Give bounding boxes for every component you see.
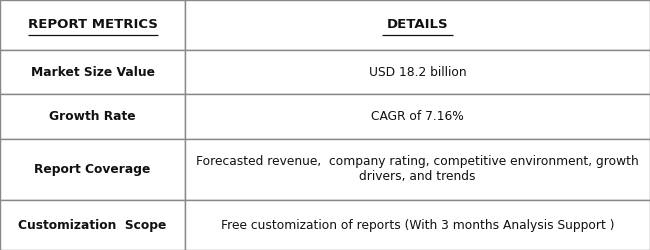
Text: Customization  Scope: Customization Scope	[18, 218, 167, 232]
Bar	[0, 139, 185, 200]
Text: Free customization of reports (With 3 months Analysis Support ): Free customization of reports (With 3 mo…	[221, 218, 614, 232]
Bar	[0, 200, 185, 250]
Bar	[0, 50, 185, 94]
Bar	[185, 0, 650, 50]
Text: Growth Rate: Growth Rate	[49, 110, 136, 123]
Text: Forecasted revenue,  company rating, competitive environment, growth
drivers, an: Forecasted revenue, company rating, comp…	[196, 156, 639, 184]
Text: Market Size Value: Market Size Value	[31, 66, 155, 79]
Text: REPORT METRICS: REPORT METRICS	[28, 18, 157, 32]
Bar	[0, 0, 185, 50]
Bar	[185, 139, 650, 200]
Bar	[185, 200, 650, 250]
Bar	[185, 94, 650, 139]
Bar	[0, 94, 185, 139]
Bar	[185, 50, 650, 94]
Text: USD 18.2 billion: USD 18.2 billion	[369, 66, 467, 79]
Text: DETAILS: DETAILS	[387, 18, 448, 32]
Text: Report Coverage: Report Coverage	[34, 163, 151, 176]
Text: CAGR of 7.16%: CAGR of 7.16%	[371, 110, 464, 123]
